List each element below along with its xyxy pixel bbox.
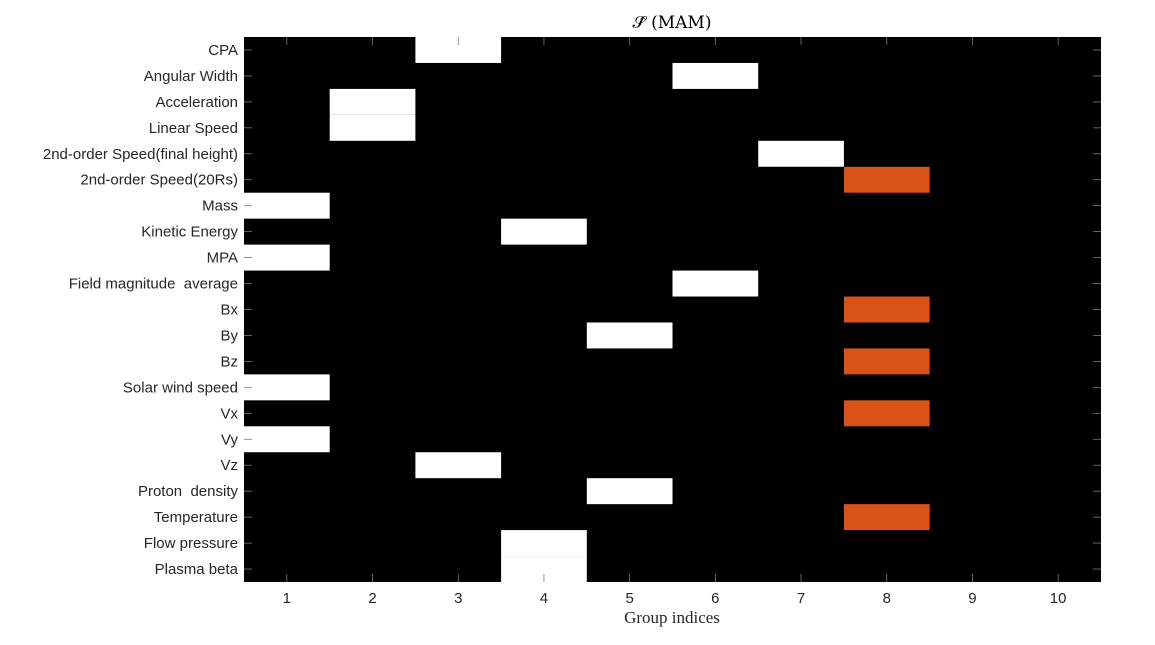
heatmap-cell xyxy=(843,296,930,323)
heatmap-cell xyxy=(329,88,416,115)
y-tick-label: CPA xyxy=(208,42,238,59)
y-tick-label: Mass xyxy=(202,198,238,215)
x-tick-label: 8 xyxy=(883,590,891,607)
x-tick-label: 7 xyxy=(797,590,805,607)
y-tick-label: Bx xyxy=(220,302,238,319)
y-tick-label: Bz xyxy=(220,353,238,370)
y-tick-layer: CPA Angular Width Acceleration Linear Speed… xyxy=(43,42,1101,578)
y-tick-label: Vy xyxy=(221,431,238,448)
y-tick-label: Angular Width xyxy=(144,68,238,85)
y-tick-label: Vz xyxy=(220,457,238,474)
heatmap-cell xyxy=(244,374,330,401)
y-tick-label: Proton density xyxy=(138,483,239,500)
heatmap-cell xyxy=(843,348,930,375)
y-tick-label: Temperature xyxy=(154,509,238,526)
heatmap-cell xyxy=(244,244,330,271)
y-tick-label: 2nd-order Speed(20Rs) xyxy=(80,172,238,189)
x-tick-label: 4 xyxy=(540,590,548,607)
chart-title: 𝒮̂ (MAM) xyxy=(633,13,712,33)
heatmap-cell xyxy=(672,62,759,89)
heatmap-cell xyxy=(586,322,673,349)
heatmap-cell xyxy=(586,478,673,505)
cell-layer xyxy=(244,37,930,582)
heatmap-cell xyxy=(843,504,930,531)
y-tick-label: Solar wind speed xyxy=(123,379,238,396)
heatmap-cell xyxy=(244,426,330,453)
x-axis-label: Group indices xyxy=(624,608,720,627)
heatmap-cell xyxy=(501,530,587,557)
x-tick-label: 9 xyxy=(968,590,976,607)
heatmap-cell xyxy=(415,452,502,479)
heatmap-cell xyxy=(501,218,587,245)
y-tick-label: Flow pressure xyxy=(144,535,238,552)
x-tick-label: 2 xyxy=(368,590,376,607)
x-tick-label: 1 xyxy=(283,590,291,607)
y-tick-label: 2nd-order Speed(final height) xyxy=(43,146,238,163)
x-tick-label: 10 xyxy=(1050,590,1067,607)
heatmap-cell xyxy=(843,166,930,193)
y-tick-label: Plasma beta xyxy=(155,561,239,578)
heatmap-cell xyxy=(843,400,930,427)
y-tick-label: Acceleration xyxy=(155,94,238,111)
y-tick-label: By xyxy=(220,327,238,344)
heatmap-cell xyxy=(758,140,844,167)
y-tick-label: Vx xyxy=(220,405,238,422)
x-tick-label: 6 xyxy=(711,590,719,607)
x-tick-label: 3 xyxy=(454,590,462,607)
x-tick-label: 5 xyxy=(625,590,633,607)
y-tick-label: Kinetic Energy xyxy=(141,224,238,241)
heatmap-cell xyxy=(672,270,759,297)
x-tick-layer: 1 2 3 4 5 6 7 8 9 10 xyxy=(283,37,1067,607)
y-tick-label: Field magnitude average xyxy=(69,276,238,293)
heatmap-cell xyxy=(244,192,330,219)
heatmap-cell xyxy=(329,114,416,141)
y-tick-label: Linear Speed xyxy=(149,120,238,137)
y-tick-label: MPA xyxy=(207,250,238,267)
